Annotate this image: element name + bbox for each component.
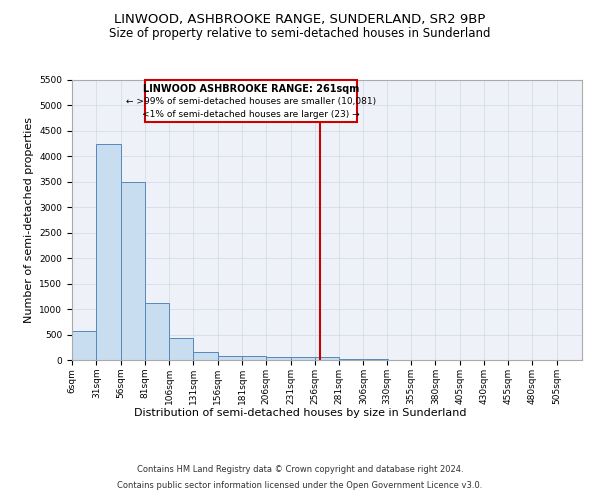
- FancyBboxPatch shape: [145, 80, 356, 122]
- Bar: [96, 144, 121, 360]
- Bar: [193, 352, 218, 360]
- Text: Distribution of semi-detached houses by size in Sunderland: Distribution of semi-detached houses by …: [134, 408, 466, 418]
- Bar: [169, 338, 193, 360]
- Bar: [266, 358, 290, 360]
- Text: Contains public sector information licensed under the Open Government Licence v3: Contains public sector information licen…: [118, 480, 482, 490]
- Bar: [315, 358, 339, 360]
- Bar: [339, 358, 364, 360]
- Text: LINWOOD, ASHBROOKE RANGE, SUNDERLAND, SR2 9BP: LINWOOD, ASHBROOKE RANGE, SUNDERLAND, SR…: [115, 12, 485, 26]
- Bar: [242, 356, 266, 360]
- Text: LINWOOD ASHBROOKE RANGE: 261sqm: LINWOOD ASHBROOKE RANGE: 261sqm: [143, 84, 359, 94]
- Bar: [290, 358, 315, 360]
- Bar: [121, 182, 145, 360]
- Bar: [72, 330, 96, 360]
- Y-axis label: Number of semi-detached properties: Number of semi-detached properties: [24, 117, 34, 323]
- Bar: [218, 356, 242, 360]
- Text: <1% of semi-detached houses are larger (23) →: <1% of semi-detached houses are larger (…: [142, 110, 359, 118]
- Bar: [145, 302, 169, 360]
- Text: ← >99% of semi-detached houses are smaller (10,081): ← >99% of semi-detached houses are small…: [125, 97, 376, 106]
- Text: Contains HM Land Registry data © Crown copyright and database right 2024.: Contains HM Land Registry data © Crown c…: [137, 466, 463, 474]
- Text: Size of property relative to semi-detached houses in Sunderland: Size of property relative to semi-detach…: [109, 28, 491, 40]
